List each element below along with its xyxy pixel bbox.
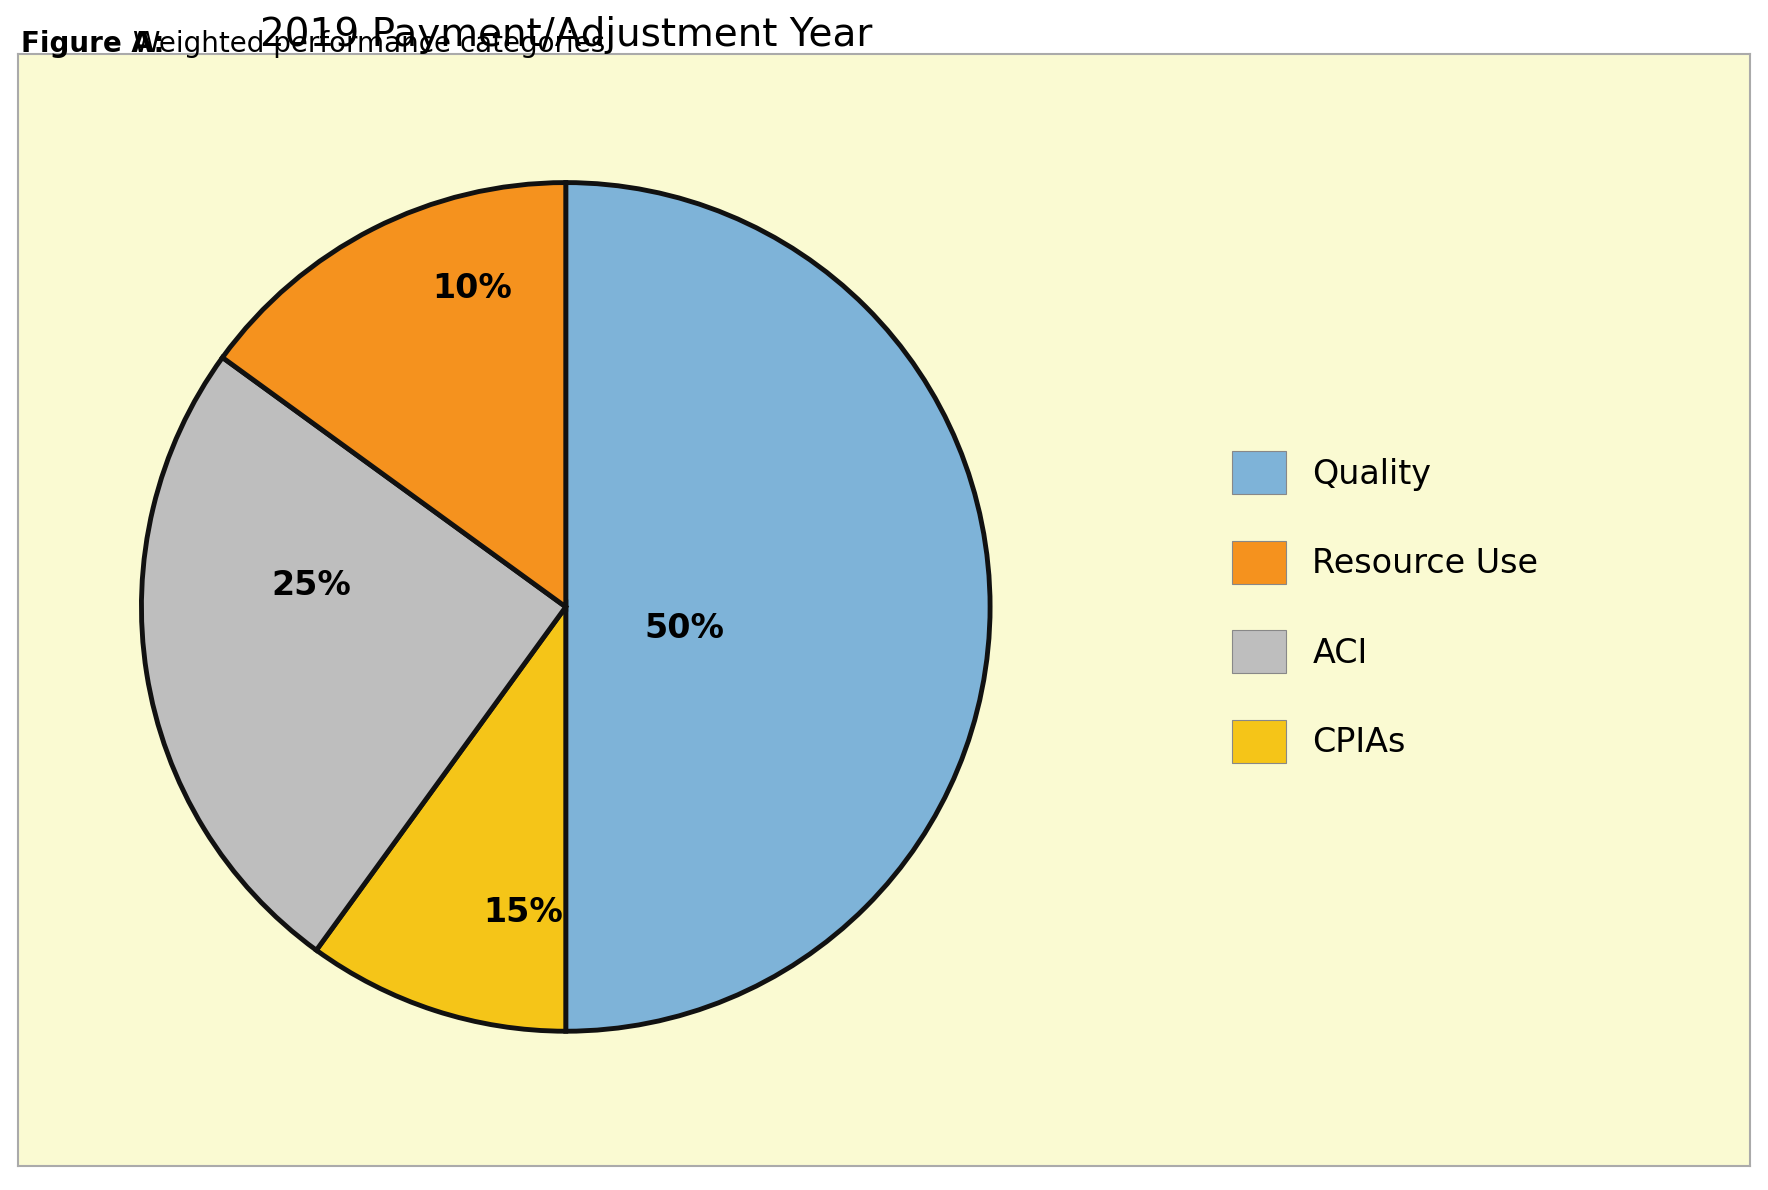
- Text: 15%: 15%: [483, 896, 564, 929]
- Text: Figure A:: Figure A:: [21, 30, 164, 58]
- Text: 25%: 25%: [271, 569, 352, 602]
- Wedge shape: [566, 182, 990, 1032]
- Text: 10%: 10%: [433, 273, 513, 305]
- Text: Weighted performance categories: Weighted performance categories: [133, 30, 605, 58]
- Wedge shape: [141, 357, 566, 950]
- Legend: Quality, Resource Use, ACI, CPIAs: Quality, Resource Use, ACI, CPIAs: [1218, 438, 1552, 776]
- Title: 2019 Payment/Adjustment Year: 2019 Payment/Adjustment Year: [260, 15, 872, 54]
- Wedge shape: [223, 182, 566, 607]
- Text: 50%: 50%: [645, 612, 725, 645]
- Wedge shape: [316, 607, 566, 1032]
